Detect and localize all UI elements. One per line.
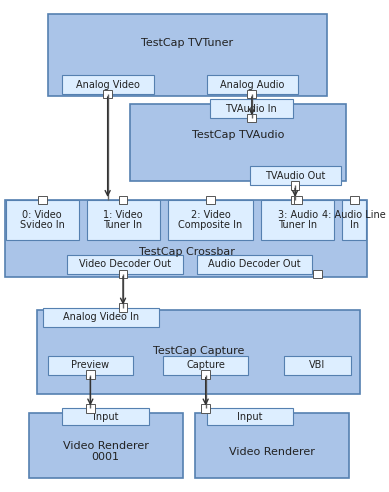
Bar [63, 408, 149, 425]
Text: Video Decoder Out: Video Decoder Out [79, 259, 171, 269]
Bar [294, 195, 302, 204]
Bar [168, 200, 253, 240]
Bar [63, 75, 154, 94]
Bar [86, 404, 95, 413]
Bar [37, 310, 361, 394]
Text: TestCap TVAudio: TestCap TVAudio [192, 129, 284, 140]
Text: Preview: Preview [71, 360, 109, 370]
Bar [250, 166, 341, 185]
Text: Analog Audio: Analog Audio [220, 80, 284, 90]
Text: TVAudio In: TVAudio In [226, 103, 277, 114]
Text: Analog Video In: Analog Video In [63, 312, 139, 322]
Text: Audio Decoder Out: Audio Decoder Out [209, 259, 301, 269]
Text: Capture: Capture [186, 360, 225, 370]
Bar [29, 413, 182, 478]
Text: Analog Video: Analog Video [76, 80, 140, 90]
Bar [291, 195, 300, 204]
Bar [247, 90, 256, 98]
Bar [207, 408, 293, 425]
Text: TestCap Crossbar: TestCap Crossbar [138, 247, 235, 257]
Bar [284, 356, 351, 375]
Text: 3: Audio
Tuner In: 3: Audio Tuner In [278, 210, 318, 230]
Bar [6, 200, 79, 240]
Text: VBI: VBI [309, 360, 325, 370]
Text: Video Renderer
0001: Video Renderer 0001 [63, 441, 149, 462]
Text: 1: Video
Tuner In: 1: Video Tuner In [103, 210, 143, 230]
Bar [119, 270, 127, 278]
Text: TVAudio Out: TVAudio Out [265, 171, 326, 181]
Bar [5, 200, 367, 277]
Bar [38, 195, 47, 204]
Bar [202, 370, 210, 379]
Bar [86, 370, 95, 379]
Bar [197, 255, 312, 274]
Bar [103, 90, 112, 98]
Bar [130, 104, 346, 181]
Bar [86, 200, 159, 240]
Bar [48, 356, 133, 375]
Bar [195, 413, 349, 478]
Text: TestCap Capture: TestCap Capture [153, 346, 245, 356]
Text: 2: Video
Composite In: 2: Video Composite In [179, 210, 243, 230]
Text: TestCap TVTuner: TestCap TVTuner [141, 38, 233, 48]
Bar [202, 404, 210, 413]
Bar [163, 356, 248, 375]
Bar [261, 200, 335, 240]
Text: 4: Audio Line
In: 4: Audio Line In [322, 210, 386, 230]
Bar [43, 308, 159, 327]
Bar [206, 195, 215, 204]
Text: Input: Input [237, 412, 263, 422]
Text: Input: Input [93, 412, 119, 422]
Text: Video Renderer: Video Renderer [229, 447, 315, 457]
Bar [247, 114, 256, 123]
Bar [119, 303, 127, 312]
Bar [291, 181, 300, 190]
Text: 0: Video
Svideo In: 0: Video Svideo In [20, 210, 65, 230]
Bar [313, 270, 321, 278]
Bar [119, 195, 127, 204]
Bar [350, 195, 359, 204]
Bar [342, 200, 366, 240]
Bar [48, 14, 327, 96]
Bar [67, 255, 182, 274]
Bar [210, 99, 293, 118]
Bar [207, 75, 298, 94]
